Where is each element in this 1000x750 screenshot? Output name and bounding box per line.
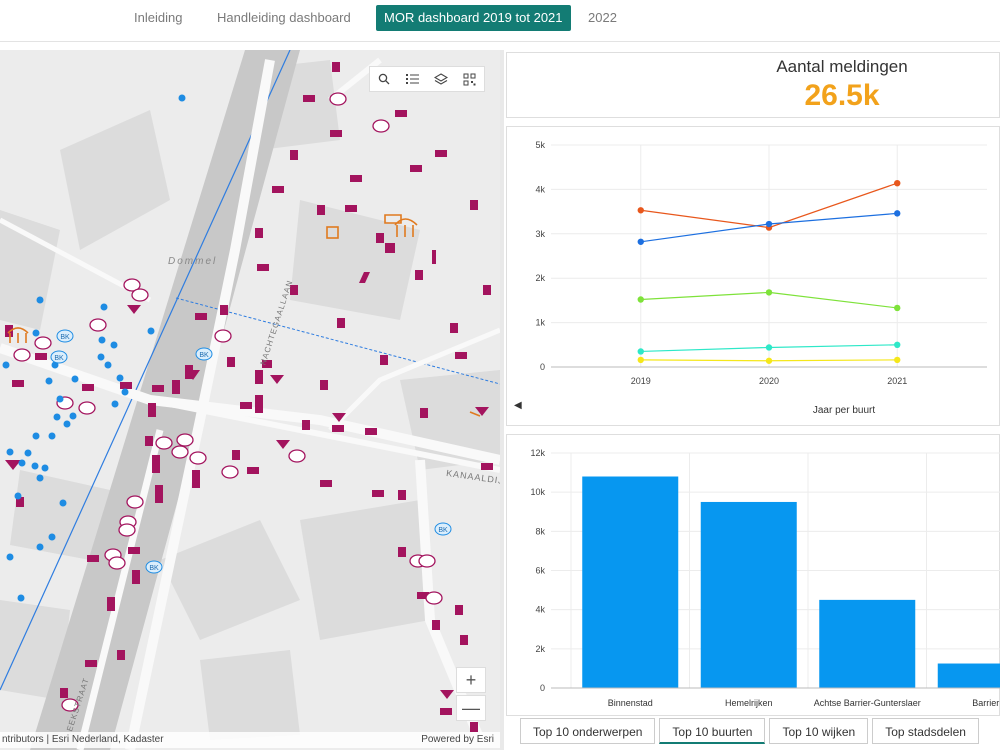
line-point xyxy=(894,304,901,312)
list-icon[interactable] xyxy=(402,68,424,90)
line-y-tick-label: 5k xyxy=(535,140,545,150)
line-point xyxy=(765,344,773,351)
line-point xyxy=(637,296,644,303)
top-navigation: Inleiding Handleiding dashboard MOR dash… xyxy=(0,0,1000,42)
kpi-title: Aantal meldingen xyxy=(776,57,908,76)
bar xyxy=(937,663,1000,688)
bar-chart: 0 2k 4k 6k 8k 10k 12k Binnenstad Hemelrijken Acht… xyxy=(530,448,1000,708)
line-y-tick-label: 2k xyxy=(535,273,545,283)
line-y-tick-label: 3k xyxy=(535,229,545,239)
bar-y-tick-label: 0 xyxy=(540,683,545,693)
line-point xyxy=(894,179,901,187)
line-y-tick-label: 1k xyxy=(535,318,545,328)
powered-by-esri[interactable]: Powered by Esri xyxy=(421,734,494,745)
line-point xyxy=(637,238,644,245)
bar-y-tick-label: 8k xyxy=(535,526,545,536)
bar-chart-card: 0 2k 4k 6k 8k 10k 12k Binnenstad Hemelrijken Acht… xyxy=(506,434,1000,716)
line-y-tick-label: 4k xyxy=(535,184,545,194)
kpi-value: 26.5k xyxy=(804,79,880,112)
line-x-tick-label: 2021 xyxy=(887,376,907,386)
bar-category-label: Achtse Barrier-Gunterslaer xyxy=(814,698,921,708)
svg-text:BK: BK xyxy=(60,334,70,341)
line-point xyxy=(765,289,773,296)
bar-y-tick-label: 12k xyxy=(530,448,545,458)
bar xyxy=(582,476,679,688)
boundary-line xyxy=(175,297,500,385)
line-point xyxy=(765,357,773,364)
tab-handleiding-dashboard[interactable]: Handleiding dashboard xyxy=(217,10,351,25)
tab-top-10-onderwerpen[interactable]: Top 10 onderwerpen xyxy=(520,718,656,744)
line-point xyxy=(894,341,901,348)
line-point xyxy=(894,356,901,364)
report-markers-orange xyxy=(7,214,481,417)
collapse-arrow-icon[interactable]: ◀ xyxy=(514,400,522,411)
bar-category-label: Binnenstad xyxy=(608,698,653,708)
attribution-sources: ntributors | Esri Nederland, Kadaster xyxy=(2,734,164,745)
line-point xyxy=(637,348,644,355)
bar-chart-tabs: Top 10 onderwerpen Top 10 buurten Top 10… xyxy=(520,718,983,746)
bk-badges: BK BK BK BK BK xyxy=(50,329,452,574)
zoom-in-button[interactable]: + xyxy=(456,667,486,693)
street-label-dommel: Dommel xyxy=(168,256,218,267)
tab-2022[interactable]: 2022 xyxy=(588,10,617,25)
report-markers-magenta xyxy=(5,62,493,732)
map-canvas[interactable]: BK BK BK BK BK xyxy=(0,50,500,750)
search-icon[interactable] xyxy=(373,68,395,90)
report-markers-circles xyxy=(13,92,443,712)
map-view[interactable]: BK BK BK BK BK Dommel NACHTEGAALLAAN KAN… xyxy=(0,50,500,750)
bar-y-tick-label: 10k xyxy=(530,487,545,497)
panel-splitter[interactable] xyxy=(500,50,504,750)
tab-top-10-buurten[interactable]: Top 10 buurten xyxy=(659,718,766,744)
line-chart: 0 1k 2k 3k 4k 5k 2019 2020 2021 xyxy=(535,140,987,386)
svg-text:BK: BK xyxy=(149,565,159,572)
report-markers-blue xyxy=(2,94,186,602)
map-toolbar xyxy=(369,66,485,92)
line-y-tick-label: 0 xyxy=(540,362,545,372)
bar-category-label: Barrier xyxy=(972,698,999,708)
line-point xyxy=(765,220,773,228)
bar-y-tick-label: 6k xyxy=(535,566,545,576)
line-x-tick-label: 2020 xyxy=(759,376,779,386)
line-point xyxy=(637,207,644,214)
svg-text:BK: BK xyxy=(54,355,64,362)
bar-y-tick-label: 2k xyxy=(535,644,545,654)
zoom-out-button[interactable]: — xyxy=(456,695,486,721)
svg-text:BK: BK xyxy=(438,527,448,534)
bar xyxy=(700,501,797,688)
qr-grid-icon[interactable] xyxy=(459,68,481,90)
layers-icon[interactable] xyxy=(430,68,452,90)
map-attribution: ntributors | Esri Nederland, Kadaster Po… xyxy=(0,732,500,748)
line-point xyxy=(894,210,901,217)
bar-category-label: Hemelrijken xyxy=(725,698,773,708)
line-point xyxy=(637,356,644,364)
line-chart-card: 0 1k 2k 3k 4k 5k 2019 2020 2021 Jaar per buurt xyxy=(506,126,1000,426)
line-chart-xlabel: Jaar per buurt xyxy=(812,405,876,416)
bar xyxy=(819,599,916,688)
tab-mor-dashboard[interactable]: MOR dashboard 2019 tot 2021 xyxy=(376,5,571,31)
river-line xyxy=(0,50,291,691)
kpi-card: Aantal meldingen 26.5k xyxy=(506,52,1000,118)
line-x-tick-label: 2019 xyxy=(631,376,651,386)
tab-top-10-wijken[interactable]: Top 10 wijken xyxy=(769,718,869,744)
svg-text:BK: BK xyxy=(199,352,209,359)
bar-y-tick-label: 4k xyxy=(535,605,545,615)
tab-inleiding[interactable]: Inleiding xyxy=(134,10,183,25)
tab-top-stadsdelen[interactable]: Top stadsdelen xyxy=(872,718,979,744)
